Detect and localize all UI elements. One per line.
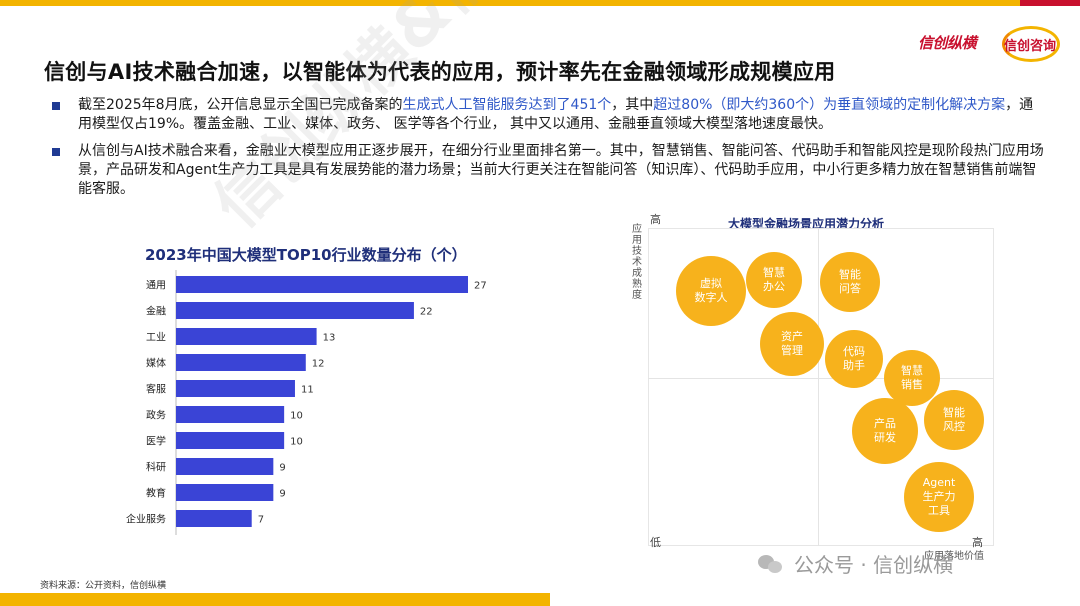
bubble-smart-qa: 智能 问答 <box>820 252 880 312</box>
matrix-vertical-divider <box>818 228 819 546</box>
bullet-list: 截至2025年8月底，公开信息显示全国已完成备案的生成式人工智能服务达到了451… <box>52 96 1044 207</box>
bullet-square-icon <box>52 148 60 156</box>
bubble-code-assistant: 代码 助手 <box>825 330 883 388</box>
bullet-text: ，通用模型仅占19%。覆盖金融、工业、媒体、政务、 医学等各个行业， 其中又以通… <box>78 97 1034 132</box>
category-label: 通用 <box>146 280 166 292</box>
bullet-text: 截至2025年8月底，公开信息显示全国已完成备案的 <box>78 97 403 113</box>
bubble-smart-sales: 智慧 销售 <box>884 350 940 406</box>
bullet-item: 从信创与AI技术融合来看，金融业大模型应用正逐步展开，在细分行业里面排名第一。其… <box>52 142 1044 199</box>
bar-chart-title: 2023年中国大模型TOP10行业数量分布（个） <box>145 246 467 264</box>
xinchuang-zongheng-logo: 信创纵横 <box>918 34 977 52</box>
data-label: 13 <box>323 333 336 344</box>
bar <box>176 380 295 397</box>
category-label: 媒体 <box>146 358 166 370</box>
top-stripe-accent <box>1020 0 1080 6</box>
category-label: 教育 <box>146 487 166 500</box>
bar <box>176 276 468 293</box>
top-stripe <box>0 0 1080 6</box>
bottom-stripe <box>0 593 550 606</box>
bar <box>176 328 317 345</box>
data-label: 9 <box>279 489 285 500</box>
data-label: 7 <box>258 515 264 526</box>
bubble-asset-management: 资产 管理 <box>760 312 824 376</box>
data-label: 10 <box>290 411 303 422</box>
x-axis-high-label: 高 <box>972 536 983 549</box>
bullet-highlight: 生成式人工智能服务达到了451个 <box>402 97 612 113</box>
bullet-text: 从信创与AI技术融合来看，金融业大模型应用正逐步展开，在细分行业里面排名第一。其… <box>78 143 1044 197</box>
data-label: 9 <box>279 463 285 474</box>
wechat-account-label: 公众号 · 信创纵横 <box>758 549 953 578</box>
logo-text: 信创咨询 <box>1004 39 1057 54</box>
bubble-virtual-human: 虚拟 数字人 <box>676 256 746 326</box>
bar-chart: 通用 27 金融 22 工业 13 媒体 12 客服 11 政务 10 医学 10 科研 9 教育 9 企业服务 7 <box>126 270 487 535</box>
y-axis-label: 应用技术成熟度 <box>632 224 642 301</box>
bar <box>176 484 274 501</box>
category-label: 客服 <box>146 383 166 396</box>
bar <box>176 432 285 449</box>
page-title: 信创与AI技术融合加速，以智能体为代表的应用，预计率先在金融领域形成规模应用 <box>44 60 836 84</box>
category-label: 金融 <box>146 305 166 318</box>
x-axis-low-label: 低 <box>650 536 661 549</box>
y-axis-high-label: 高 <box>650 213 661 226</box>
bullet-highlight: 超过80%（即大约360个）为垂直领域的定制化解决方案 <box>653 97 1006 113</box>
category-label: 科研 <box>146 461 166 474</box>
data-label: 10 <box>290 437 303 448</box>
wechat-icon <box>758 553 784 575</box>
data-label: 11 <box>301 385 314 396</box>
data-label: 27 <box>474 281 487 292</box>
bubble-agent-productivity: Agent 生产力 工具 <box>904 462 974 532</box>
category-label: 医学 <box>146 435 166 448</box>
bullet-square-icon <box>52 102 60 110</box>
category-label: 工业 <box>146 332 166 344</box>
bar <box>176 354 306 371</box>
wechat-account-text: 公众号 · 信创纵横 <box>794 553 954 577</box>
matrix-title: 大模型金融场景应用潜力分析 <box>728 217 885 231</box>
bar <box>176 302 414 319</box>
bubble-smart-office: 智慧 办公 <box>746 252 802 308</box>
x-axis-label: 应用落地价值 <box>924 551 984 562</box>
category-label: 企业服务 <box>126 513 166 526</box>
logo-ring-icon <box>1002 26 1060 62</box>
bar <box>176 458 274 475</box>
xinchuang-consulting-logo: 信创咨询 <box>998 26 1064 62</box>
source-note: 资料来源：公开资料，信创纵横 <box>40 581 167 591</box>
bubble-product-rd: 产品 研发 <box>852 398 918 464</box>
bar <box>176 510 252 527</box>
data-label: 22 <box>420 307 433 318</box>
bullet-text: ，其中 <box>611 97 654 113</box>
bullet-item: 截至2025年8月底，公开信息显示全国已完成备案的生成式人工智能服务达到了451… <box>52 96 1044 134</box>
matrix-horizontal-divider <box>648 378 994 379</box>
bar <box>176 406 285 423</box>
data-label: 12 <box>312 359 325 370</box>
category-label: 政务 <box>146 409 166 422</box>
bubble-smart-risk-control: 智能 风控 <box>924 390 984 450</box>
